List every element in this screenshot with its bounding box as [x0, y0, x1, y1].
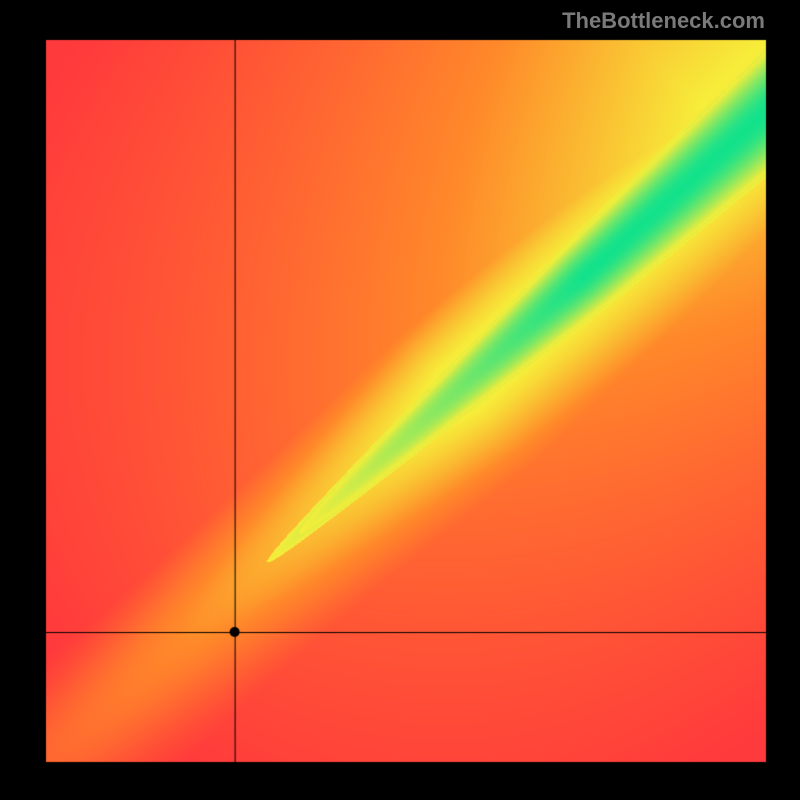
chart-container: TheBottleneck.com — [0, 0, 800, 800]
watermark-text: TheBottleneck.com — [562, 8, 765, 34]
heatmap-canvas — [0, 0, 800, 800]
